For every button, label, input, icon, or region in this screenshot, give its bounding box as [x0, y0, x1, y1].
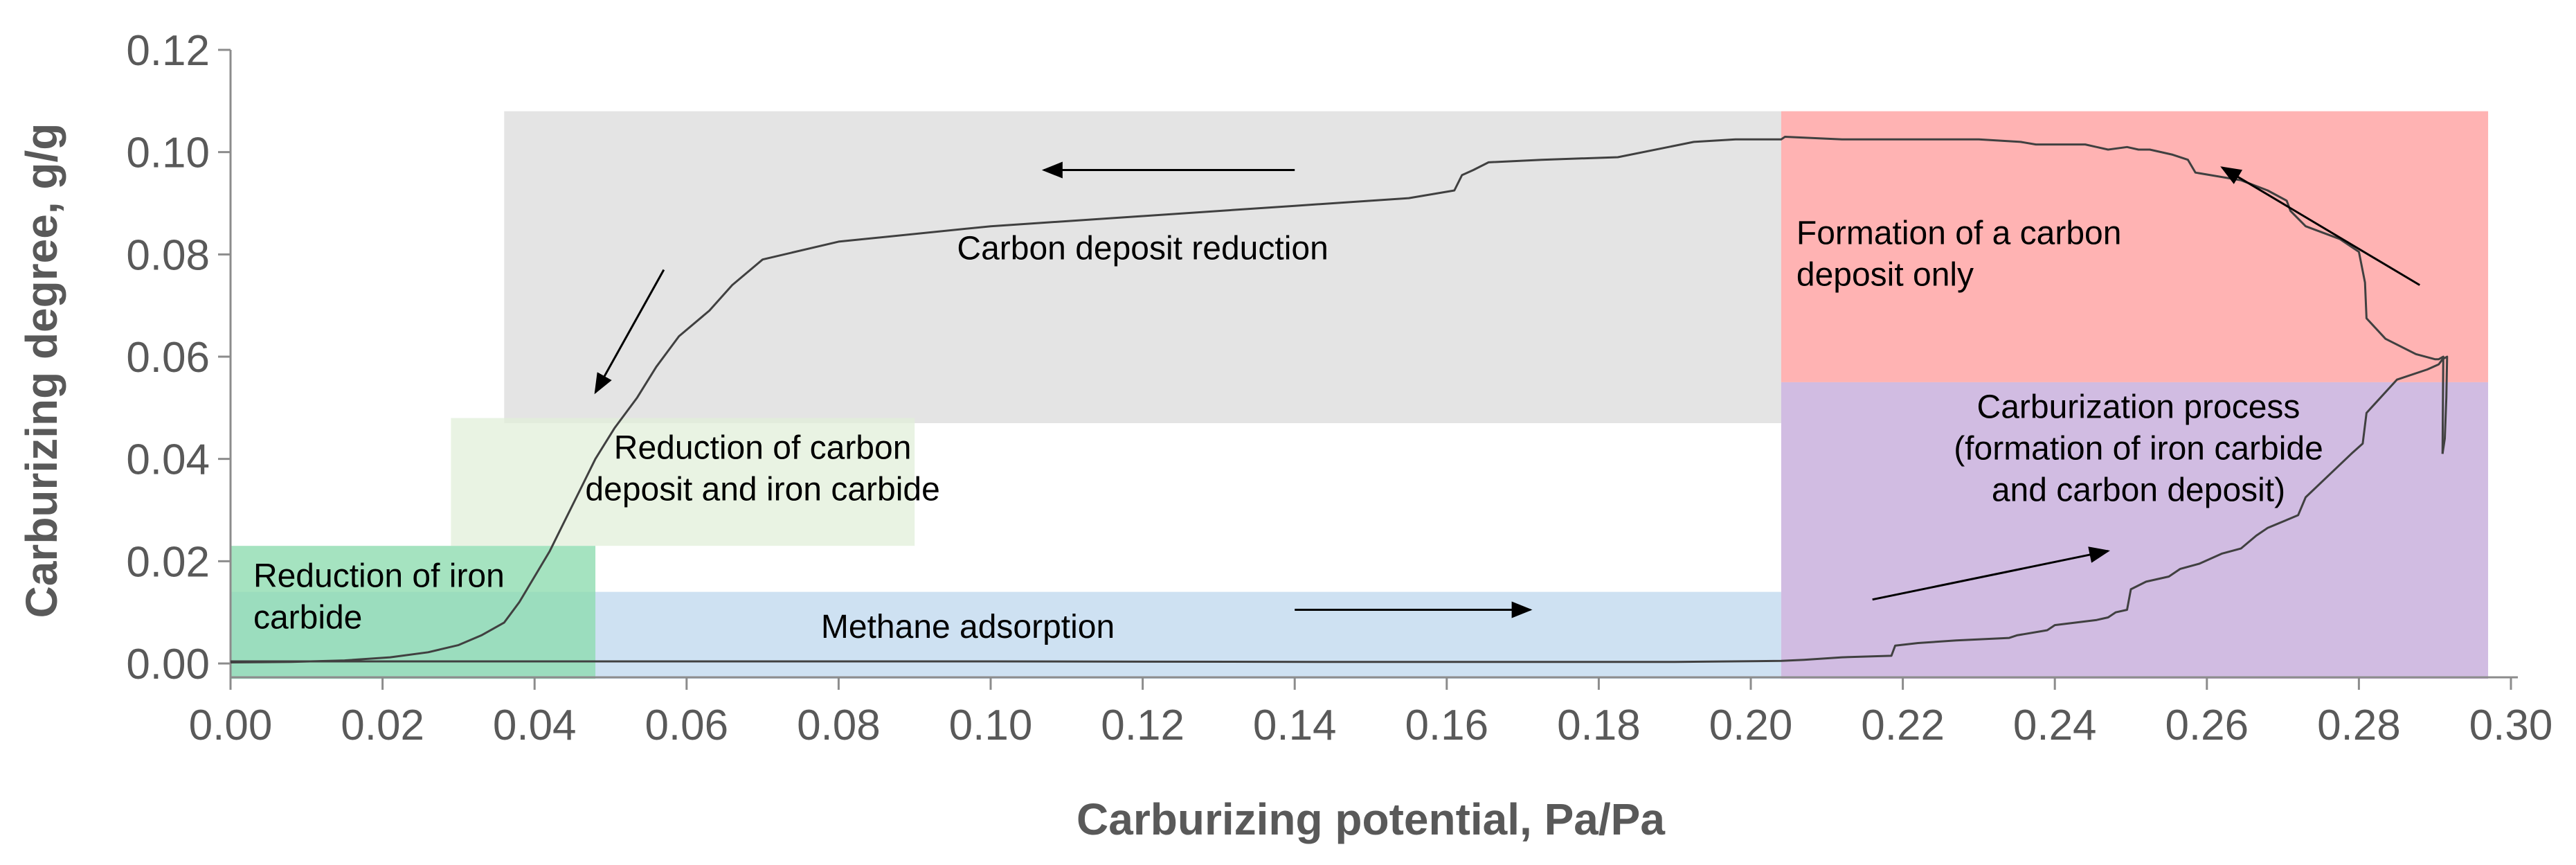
region-label-methane-adsorption: Methane adsorption [821, 609, 1115, 645]
curves-layer [230, 136, 2449, 663]
y-tick-label: 0.10 [126, 130, 210, 177]
x-tick-label: 0.16 [1405, 702, 1488, 749]
x-tick-label: 0.26 [2165, 702, 2249, 749]
curve-upper [230, 136, 2444, 663]
labels-layer: Carbon deposit reduction Formation of a c… [253, 215, 2323, 646]
arrow [594, 269, 665, 395]
region-label-carburization-process: (formation of iron carbide [1954, 431, 2323, 467]
x-axis-title: Carburizing potential, Pa/Pa [1077, 794, 1665, 844]
x-tick-label: 0.14 [1253, 702, 1337, 749]
x-tick-label: 0.18 [1557, 702, 1641, 749]
x-tick-label: 0.04 [493, 702, 577, 749]
x-tick-label: 0.24 [2013, 702, 2097, 749]
region-label-reduction-of-iron-carbide: carbide [253, 599, 362, 636]
arrow [1872, 546, 2110, 601]
y-axis-title: Carburizing degree, g/g [17, 123, 66, 618]
region-label-formation-of-carbon-deposit: Formation of a carbon [1796, 215, 2122, 252]
region-label-reduction-of-iron-carbide: Reduction of iron [253, 558, 505, 594]
x-tick-label: 0.08 [797, 702, 881, 749]
region-reduction-of-carbon-deposit-and-iron-carbide [451, 418, 915, 546]
region-label-reduction-of-carbon-deposit-and-iron-carbide: Reduction of carbon [614, 430, 912, 467]
region-label-carbon-deposit-reduction: Carbon deposit reduction [957, 231, 1328, 267]
y-tick-label: 0.08 [126, 231, 210, 279]
arrow [2220, 166, 2421, 286]
y-tick-label: 0.06 [126, 334, 210, 382]
axes-layer [229, 50, 2518, 679]
ticks-layer: 0.00 0.02 0.04 0.06 0.08 0.10 0.12 0.14 0.16 0.18… [126, 27, 2552, 749]
region-label-carburization-process: Carburization process [1977, 389, 2300, 426]
region-formation-of-carbon-deposit [1781, 111, 2489, 382]
x-tick-label: 0.10 [949, 702, 1033, 749]
x-tick-label: 0.00 [189, 702, 273, 749]
y-tick-label: 0.12 [126, 27, 210, 75]
y-tick-label: 0.04 [126, 436, 210, 484]
x-tick-label: 0.22 [1861, 702, 1945, 749]
region-label-formation-of-carbon-deposit: deposit only [1796, 257, 1974, 294]
x-tick-label: 0.30 [2469, 702, 2553, 749]
x-tick-label: 0.12 [1101, 702, 1185, 749]
region-carbon-deposit-reduction [504, 111, 1781, 423]
y-tick-label: 0.00 [126, 641, 210, 688]
y-tick-label: 0.02 [126, 538, 210, 586]
x-tick-label: 0.28 [2317, 702, 2401, 749]
x-tick-label: 0.20 [1709, 702, 1793, 749]
region-carburization-process [1781, 382, 2489, 679]
region-label-reduction-of-carbon-deposit-and-iron-carbide: deposit and iron carbide [585, 472, 939, 508]
x-tick-label: 0.02 [341, 702, 424, 749]
curve-main [231, 355, 2449, 663]
region-label-carburization-process: and carbon deposit) [1992, 472, 2285, 509]
arrows-layer [594, 161, 2421, 618]
region-reduction-of-iron-carbide [231, 546, 596, 679]
x-tick-label: 0.06 [645, 702, 728, 749]
